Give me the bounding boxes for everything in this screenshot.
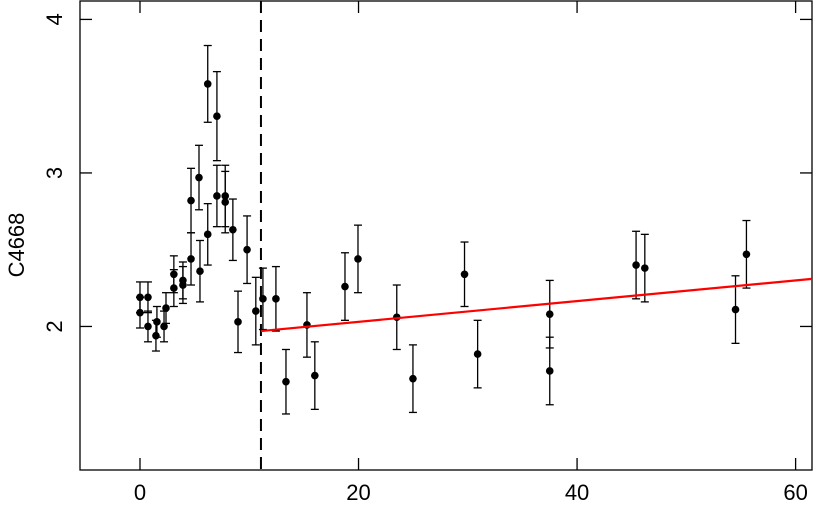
point xyxy=(221,198,230,206)
x-tick-label: 0 xyxy=(134,480,146,505)
point xyxy=(153,318,161,326)
y-tick-label: 2 xyxy=(42,320,67,332)
point xyxy=(203,80,212,88)
point xyxy=(229,225,237,234)
point xyxy=(144,322,152,331)
point xyxy=(272,295,280,303)
point xyxy=(311,371,319,380)
point xyxy=(282,377,290,386)
point xyxy=(160,322,168,331)
point xyxy=(152,331,160,340)
point xyxy=(179,276,187,285)
point xyxy=(243,245,251,254)
point xyxy=(144,293,152,302)
fit-line xyxy=(260,277,813,333)
plot-frame xyxy=(79,0,813,471)
point xyxy=(731,305,740,314)
point xyxy=(170,270,178,279)
point xyxy=(213,112,221,120)
y-tick-label: 3 xyxy=(42,167,67,179)
x-tick-label: 20 xyxy=(346,480,370,505)
point xyxy=(203,230,212,239)
point xyxy=(252,307,260,315)
point xyxy=(460,270,469,279)
point xyxy=(162,304,170,312)
point xyxy=(742,250,751,259)
y-tick-label: 4 xyxy=(42,13,67,25)
point xyxy=(545,367,554,375)
point xyxy=(234,318,242,326)
point xyxy=(632,261,640,269)
point xyxy=(641,264,649,272)
point xyxy=(187,255,195,263)
point xyxy=(545,310,554,318)
point xyxy=(213,192,221,200)
point xyxy=(259,295,267,303)
point xyxy=(196,267,204,275)
point xyxy=(473,350,482,358)
x-tick-label: 60 xyxy=(783,480,807,505)
point xyxy=(187,196,195,205)
point xyxy=(354,255,362,263)
point xyxy=(136,308,144,317)
point xyxy=(409,374,417,383)
point xyxy=(195,173,203,182)
y-axis-label: C4668 xyxy=(4,213,29,278)
x-tick-label: 40 xyxy=(565,480,589,505)
point xyxy=(341,282,349,291)
